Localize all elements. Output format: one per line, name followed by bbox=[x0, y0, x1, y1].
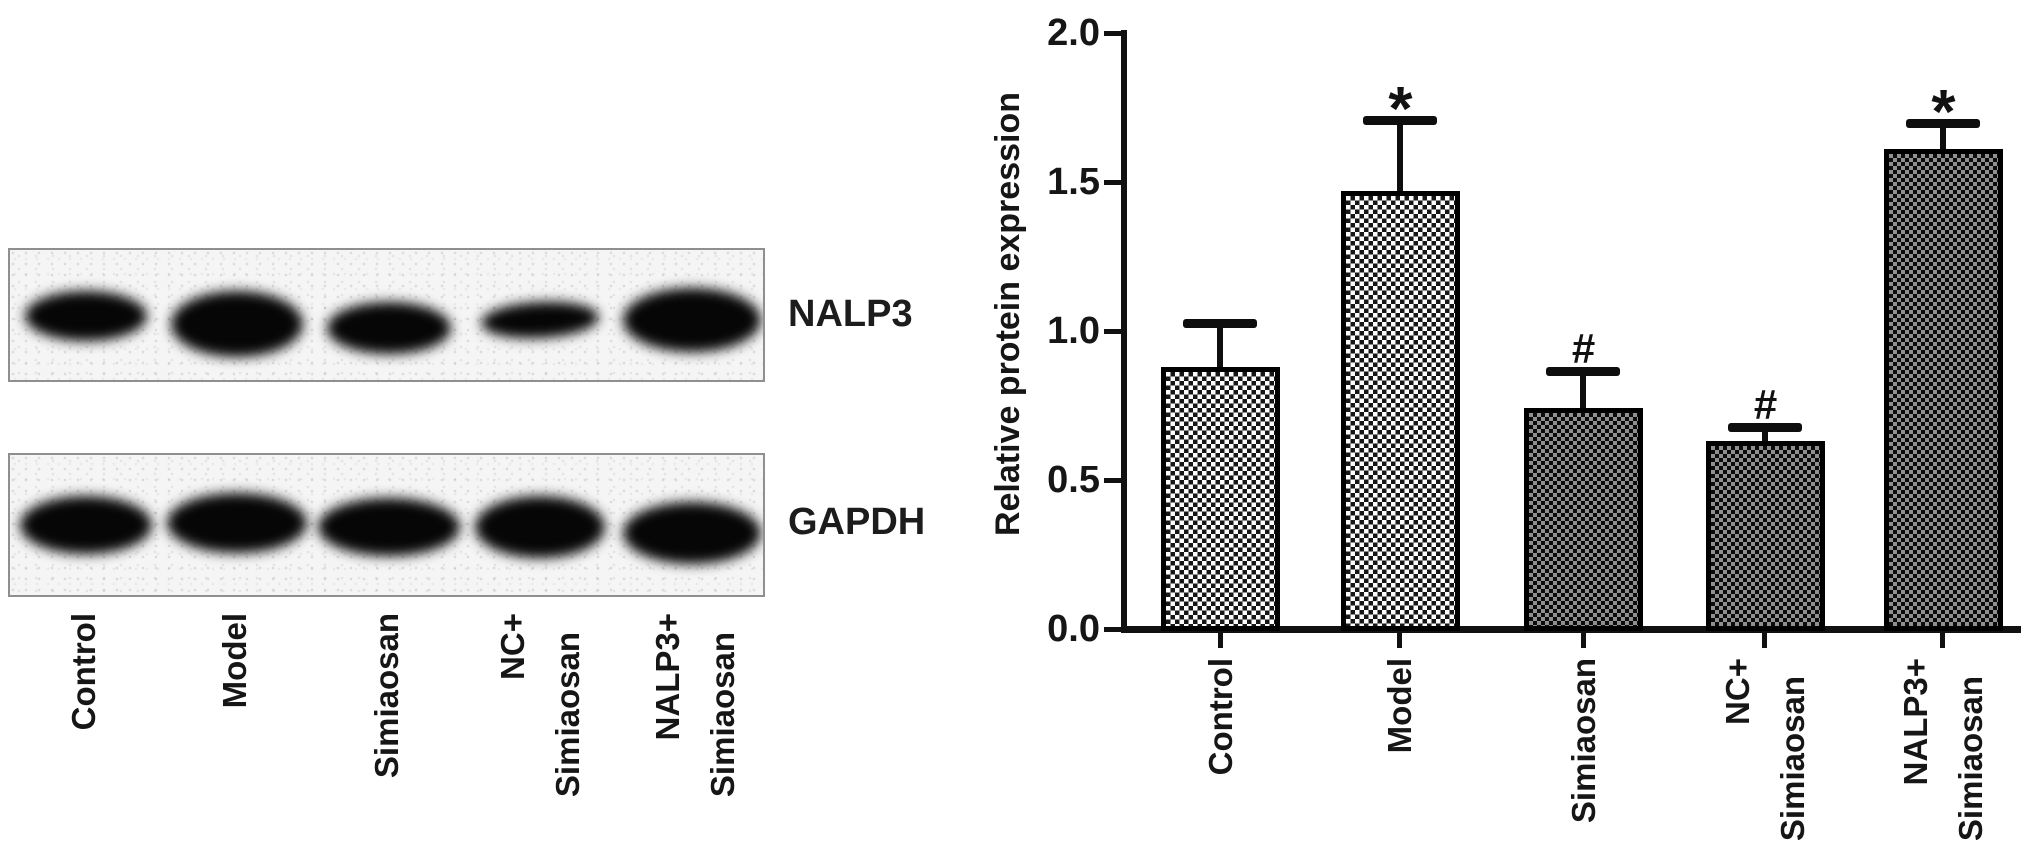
bar-model: * bbox=[1341, 0, 1460, 631]
error-bar-stem bbox=[1397, 125, 1403, 191]
bar-fill bbox=[1884, 149, 2003, 631]
x-tick bbox=[1581, 633, 1586, 648]
y-tick-label: 0.5 bbox=[1047, 459, 1100, 501]
blot-band bbox=[623, 502, 761, 564]
bar-simiaosan: # bbox=[1524, 0, 1643, 631]
blot-band bbox=[623, 288, 761, 352]
significance-marker: * bbox=[1388, 75, 1413, 144]
bar-control bbox=[1161, 0, 1280, 631]
y-tick-label: 1.5 bbox=[1047, 161, 1100, 203]
blot-band bbox=[480, 298, 600, 342]
error-bar-cap bbox=[1183, 319, 1257, 328]
lane-label-model: Model bbox=[216, 613, 253, 709]
significance-marker: * bbox=[1931, 78, 1956, 147]
protein-label-gapdh: GAPDH bbox=[788, 501, 926, 543]
lane-label-control: Control bbox=[65, 613, 102, 731]
y-tick bbox=[1104, 180, 1122, 185]
x-tick bbox=[1940, 633, 1945, 648]
y-axis-spine bbox=[1121, 30, 1127, 633]
y-tick-label: 2.0 bbox=[1047, 12, 1100, 54]
bar-fill bbox=[1161, 367, 1280, 631]
x-tick bbox=[1762, 633, 1767, 648]
blot-strip-gapdh bbox=[8, 453, 765, 597]
x-tick-label-simiaosan: Simiaosan bbox=[1565, 658, 1602, 824]
bar-fill bbox=[1706, 441, 1825, 631]
x-tick-label-nalp3-simiaosan: Simiaosan bbox=[1952, 676, 1989, 842]
x-tick-label-nc-plus: NC+ bbox=[1719, 658, 1756, 725]
blot-band bbox=[475, 496, 605, 558]
x-tick-label-nalp3-plus: NALP3+ bbox=[1897, 658, 1934, 786]
blot-band bbox=[25, 291, 147, 341]
x-tick-label-control: Control bbox=[1202, 658, 1239, 776]
y-tick-label: 1.0 bbox=[1047, 310, 1100, 352]
x-tick-label-model: Model bbox=[1381, 658, 1418, 754]
y-tick bbox=[1104, 627, 1122, 632]
lane-label-simiaosan: Simiaosan bbox=[368, 613, 405, 779]
lane-label-nalp3-plus: NALP3+ bbox=[649, 613, 686, 741]
blot-strip-nalp3 bbox=[8, 248, 765, 382]
protein-label-nalp3: NALP3 bbox=[788, 293, 913, 335]
blot-band bbox=[20, 496, 152, 554]
error-bar-stem bbox=[1217, 328, 1223, 367]
lane-label-nc-simiaosan: Simiaosan bbox=[549, 632, 586, 798]
y-tick-label: 0.0 bbox=[1047, 608, 1100, 650]
error-bar-cap bbox=[1728, 423, 1802, 432]
error-bar-cap bbox=[1363, 116, 1437, 125]
blot-band bbox=[167, 493, 307, 553]
bar-fill bbox=[1341, 191, 1460, 631]
bar-nalp3-simiaosan: * bbox=[1884, 0, 2003, 631]
x-tick-label-nc-simiaosan: Simiaosan bbox=[1774, 676, 1811, 842]
blot-band bbox=[327, 302, 451, 354]
y-tick bbox=[1104, 329, 1122, 334]
significance-marker: # bbox=[1753, 381, 1778, 428]
bar-nc-simiaosan: # bbox=[1706, 0, 1825, 631]
x-tick bbox=[1397, 633, 1402, 648]
bar-fill bbox=[1524, 408, 1643, 631]
error-bar-cap bbox=[1546, 367, 1620, 376]
x-tick bbox=[1218, 633, 1223, 648]
error-bar-stem bbox=[1940, 128, 1946, 149]
error-bar-stem bbox=[1762, 432, 1768, 441]
y-tick bbox=[1104, 478, 1122, 483]
lane-label-nalp3-simiaosan: Simiaosan bbox=[704, 632, 741, 798]
blot-band bbox=[318, 498, 460, 556]
significance-marker: # bbox=[1571, 325, 1596, 372]
error-bar-stem bbox=[1580, 376, 1586, 409]
lane-label-nc-plus: NC+ bbox=[494, 613, 531, 680]
blot-band bbox=[171, 291, 303, 357]
y-tick bbox=[1104, 31, 1122, 36]
error-bar-cap bbox=[1906, 119, 1980, 128]
